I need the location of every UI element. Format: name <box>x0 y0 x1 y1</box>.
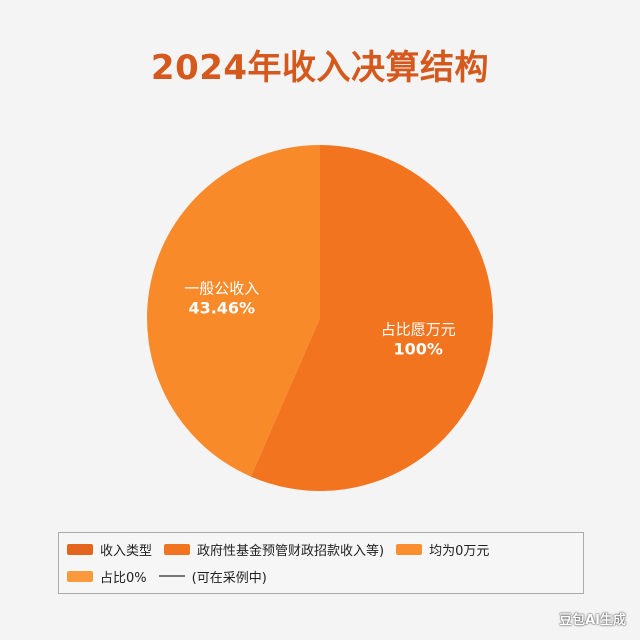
legend-swatch <box>396 543 423 555</box>
legend-swatch <box>67 570 93 582</box>
legend-swatch <box>67 543 93 555</box>
chart-legend: 收入类型 政府性基金预管财政招款收入等) 均为0万元 占比0% (可在采例中) <box>58 532 584 594</box>
slice-label-name: 一般公收入 <box>184 280 259 298</box>
watermark-label: 豆包AI生成 <box>559 613 626 628</box>
legend-label: 收入类型 <box>100 543 153 559</box>
chart-title: 2024年收入决算结构 <box>150 48 490 88</box>
slice-label-percent: 100% <box>394 339 443 358</box>
pie-slice <box>250 145 494 491</box>
legend-item: 政府性基金预管财政招款收入等) <box>164 540 384 559</box>
legend-row: 占比0% (可在采例中) <box>67 566 279 586</box>
legend-swatch <box>164 543 191 555</box>
legend-item: 占比0% <box>67 567 147 586</box>
legend-item: 均为0万元 <box>396 540 489 559</box>
legend-item: (可在采例中) <box>158 567 267 586</box>
slice-label-name: 占比愿万元 <box>381 320 456 338</box>
legend-item: 收入类型 <box>67 540 152 559</box>
slice-label-percent: 43.46% <box>188 299 255 318</box>
legend-row: 收入类型 政府性基金预管财政招款收入等) 均为0万元 <box>67 539 501 559</box>
legend-line-marker <box>158 575 185 577</box>
legend-label: 均为0万元 <box>429 543 490 559</box>
legend-label: 占比0% <box>100 570 147 586</box>
pie-slice <box>147 145 320 477</box>
pie-slices <box>147 145 494 491</box>
legend-label: (可在采例中) <box>191 570 267 586</box>
legend-label: 政府性基金预管财政招款收入等) <box>197 543 385 559</box>
